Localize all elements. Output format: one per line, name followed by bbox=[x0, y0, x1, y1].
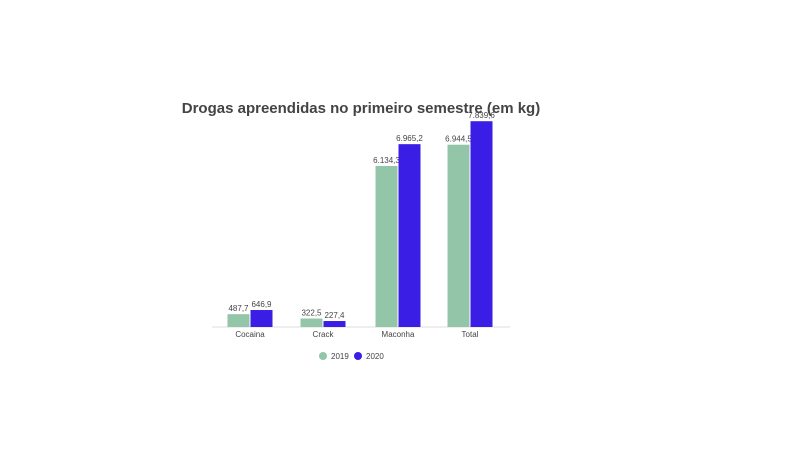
bar-crack-2019 bbox=[300, 318, 323, 327]
chart-title: Drogas apreendidas no primeiro semestre … bbox=[181, 100, 541, 117]
data-label-total-2020: 7.839,6 bbox=[468, 111, 495, 120]
bar-cocaina-2020 bbox=[250, 310, 273, 327]
data-label-cocaina-2020: 646,9 bbox=[251, 300, 272, 309]
data-label-maconha-2020: 6.965,2 bbox=[396, 134, 423, 143]
data-label-cocaina-2019: 487,7 bbox=[228, 304, 249, 313]
bar-total-2020 bbox=[470, 121, 493, 327]
bar-maconha-2019 bbox=[375, 165, 398, 327]
data-label-maconha-2019: 6.134,3 bbox=[373, 156, 400, 165]
category-label-maconha: Maconha bbox=[382, 330, 415, 339]
legend-marker-2019 bbox=[319, 352, 327, 360]
data-label-total-2019: 6.944,5 bbox=[445, 135, 472, 144]
category-label-cocaina: Cocaina bbox=[235, 330, 265, 339]
bar-total-2019 bbox=[447, 144, 470, 327]
category-label-crack: Crack bbox=[313, 330, 335, 339]
data-label-crack-2019: 322,5 bbox=[301, 309, 322, 318]
data-label-crack-2020: 227,4 bbox=[324, 311, 345, 320]
category-label-total: Total bbox=[462, 330, 479, 339]
bar-cocaina-2019 bbox=[227, 314, 250, 327]
legend-marker-2020 bbox=[354, 352, 362, 360]
legend-label-2020: 2020 bbox=[366, 352, 384, 361]
bar-crack-2020 bbox=[323, 321, 346, 327]
legend-label-2019: 2019 bbox=[331, 352, 349, 361]
bar-maconha-2020 bbox=[398, 144, 421, 327]
